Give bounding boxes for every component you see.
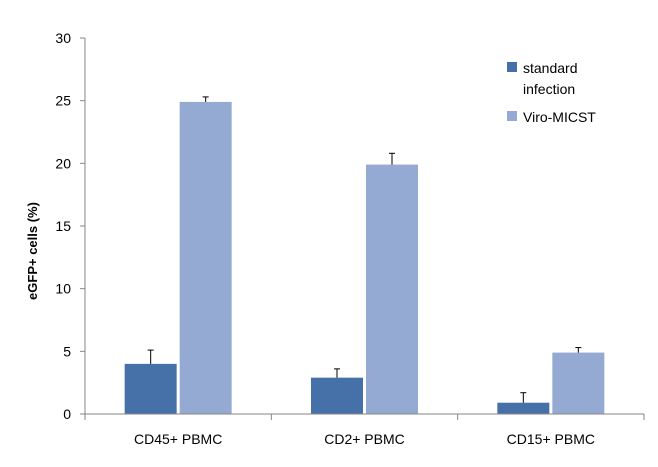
y-tick-label: 10: [55, 281, 71, 297]
legend: standard infection Viro-MICST: [507, 60, 596, 125]
x-tick-label: CD2+ PBMC: [324, 431, 405, 447]
bar: [124, 363, 177, 414]
legend-label: infection: [523, 81, 575, 97]
bar: [366, 164, 418, 414]
bar: [552, 352, 605, 414]
y-tick-label: 15: [55, 218, 71, 234]
x-tick-label: CD15+ PBMC: [507, 431, 595, 447]
bar: [311, 377, 363, 414]
bar: [179, 101, 232, 415]
legend-label: standard: [523, 60, 577, 76]
y-tick-label: 25: [55, 93, 71, 109]
bar: [497, 402, 550, 414]
bars-group: [124, 101, 605, 415]
y-tick-label: 30: [55, 30, 71, 46]
legend-swatch: [507, 111, 517, 121]
x-axis: CD45+ PBMC CD2+ PBMC CD15+ PBMC: [84, 413, 645, 447]
y-axis: 0 5 10 15 20 25 30: [55, 30, 86, 422]
x-tick-label: CD45+ PBMC: [134, 431, 222, 447]
legend-swatch: [507, 62, 517, 72]
y-tick-label: 20: [55, 155, 71, 171]
y-tick-label: 5: [63, 343, 71, 359]
error-bars-group: [147, 96, 582, 403]
y-tick-label: 0: [63, 406, 71, 422]
legend-label: Viro-MICST: [523, 109, 596, 125]
y-axis-title: eGFP+ cells (%): [25, 202, 40, 300]
